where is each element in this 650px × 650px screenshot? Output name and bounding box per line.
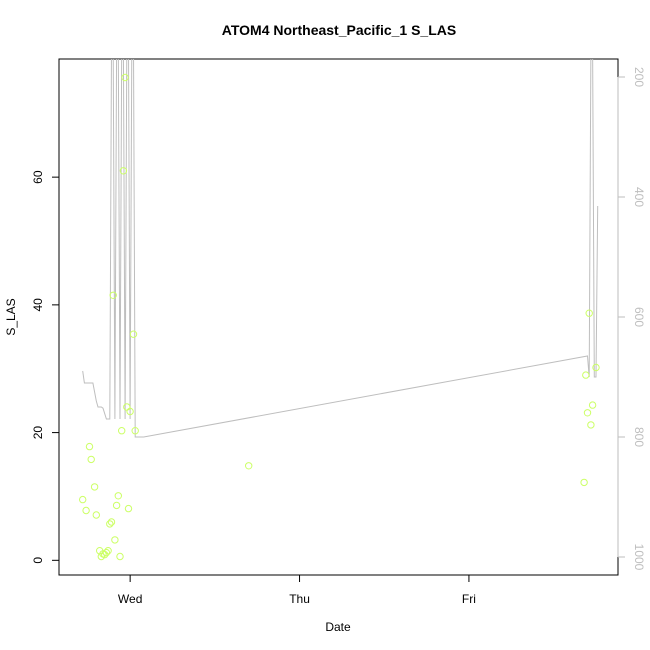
series-line-path [82, 59, 599, 438]
data-point [92, 511, 101, 519]
x-tick-label: Thu [289, 592, 310, 606]
data-point [585, 309, 593, 317]
data-point [112, 501, 121, 510]
data-point [124, 504, 133, 513]
data-point [116, 552, 124, 561]
y2-tick-label: 600 [632, 307, 646, 327]
data-point [587, 421, 595, 429]
chart-title: ATOM4 Northeast_Pacific_1 S_LAS [222, 22, 456, 38]
data-point [592, 363, 600, 372]
data-point [104, 547, 112, 555]
data-point [119, 167, 128, 175]
y-tick-label: 60 [31, 170, 45, 184]
y2-tick-label: 1000 [632, 544, 646, 571]
x-axis-label: Date [325, 620, 351, 634]
data-point [85, 442, 94, 451]
data-point [118, 427, 126, 435]
y-tick-label: 20 [31, 426, 45, 440]
data-point [131, 427, 139, 435]
data-point [129, 330, 138, 338]
data-point [121, 73, 129, 82]
data-point [111, 536, 119, 544]
y-tick-label: 40 [31, 298, 45, 312]
series-points [79, 73, 600, 561]
x-tick-label: Wed [118, 592, 142, 606]
data-point [106, 520, 114, 528]
series-line [82, 59, 599, 438]
data-point [109, 291, 117, 299]
data-point [114, 492, 123, 500]
data-point [583, 409, 592, 417]
data-point [107, 518, 116, 526]
plot-frame [58, 58, 619, 576]
bottom-axis: Wed Thu Fri [118, 574, 476, 606]
data-point [582, 371, 590, 379]
data-point [87, 455, 95, 464]
data-point [79, 495, 87, 504]
y2-tick-label: 800 [632, 427, 646, 447]
y2-tick-label: 400 [632, 187, 646, 207]
y-axis-label: S_LAS [4, 298, 18, 335]
right-axis: 200 400 600 800 1000 [617, 67, 646, 571]
data-point [102, 548, 111, 557]
y2-tick-label: 200 [632, 67, 646, 87]
x-tick-label: Fri [462, 592, 476, 606]
y-tick-label: 0 [31, 557, 45, 564]
data-point [580, 478, 588, 487]
data-point [588, 401, 597, 409]
data-point [126, 407, 134, 416]
left-axis: 0 20 40 60 [31, 170, 60, 564]
data-point [90, 483, 99, 491]
data-point [245, 462, 253, 470]
data-point [82, 506, 90, 515]
